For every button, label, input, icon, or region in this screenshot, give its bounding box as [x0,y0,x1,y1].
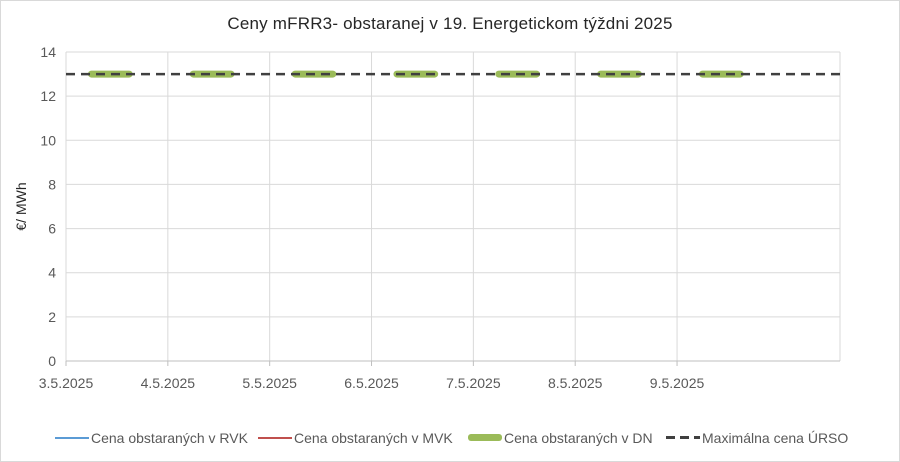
legend-swatch-dn [466,428,504,448]
legend-swatch-urso [664,428,702,448]
x-tick-label: 9.5.2025 [650,375,705,391]
legend-label-urso: Maximálna cena ÚRSO [702,430,849,446]
legend-label-dn: Cena obstaraných v DN [504,430,653,446]
x-tick-label: 5.5.2025 [242,375,297,391]
y-tick-label: 8 [48,176,56,192]
x-tick-label: 8.5.2025 [548,375,603,391]
y-tick-label: 14 [40,44,56,60]
y-tick-label: 12 [40,88,56,104]
x-tick-label: 3.5.2025 [39,375,94,391]
x-tick-label: 7.5.2025 [446,375,501,391]
chart-legend: Cena obstaraných v RVK Cena obstaraných … [0,428,900,448]
y-tick-label: 10 [40,132,56,148]
chart-title: Ceny mFRR3- obstaranej v 19. Energeticko… [227,14,673,33]
y-tick-label: 0 [48,353,56,369]
legend-item-urso: Maximálna cena ÚRSO [664,428,848,448]
legend-swatch-rvk [53,428,91,448]
y-axis-label: €/ MWh [13,182,29,230]
legend-label-mvk: Cena obstaraných v MVK [294,430,453,446]
x-tick-label: 6.5.2025 [344,375,399,391]
legend-item-mvk: Cena obstaraných v MVK [256,428,453,448]
legend-item-dn: Cena obstaraných v DN [466,428,653,448]
y-tick-label: 4 [48,265,56,281]
legend-item-rvk: Cena obstaraných v RVK [53,428,248,448]
y-tick-label: 2 [48,309,56,325]
legend-label-rvk: Cena obstaraných v RVK [91,430,248,446]
legend-swatch-mvk [256,428,294,448]
y-tick-label: 6 [48,221,56,237]
x-tick-label: 4.5.2025 [141,375,196,391]
